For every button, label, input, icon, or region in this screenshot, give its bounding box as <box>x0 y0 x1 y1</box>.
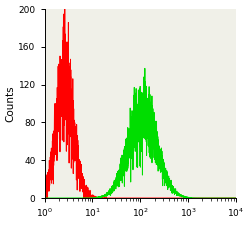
Y-axis label: Counts: Counts <box>6 85 16 122</box>
